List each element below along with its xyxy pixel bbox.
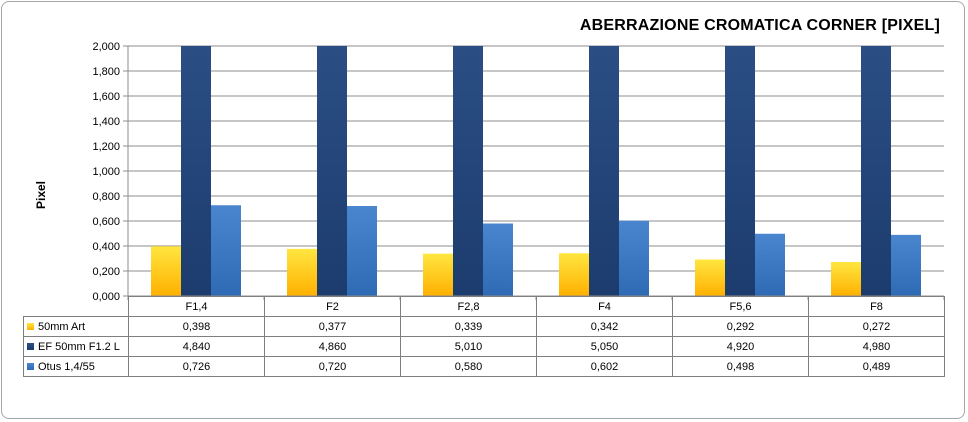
data-label: 0,489 [808,356,945,377]
legend-key-icon [27,342,34,350]
bars [151,46,921,296]
x-tick-label: F2 [264,296,401,317]
data-label: 4,920 [672,336,809,357]
legend-label: EF 50mm F1.2 L [38,340,120,353]
x-tick-label: F5,6 [672,296,809,317]
data-label: 0,580 [400,356,537,377]
table-header-row: F1,4 F2 F2,8 F4 F5,6 F8 [23,296,945,317]
bar-ef [181,46,211,296]
data-label: 4,860 [264,336,401,357]
data-label: 0,602 [536,356,673,377]
bar-ef [453,46,483,296]
data-label: 0,398 [128,316,265,337]
y-tick-label: 1,400 [92,116,120,128]
x-tick-label: F1,4 [128,296,265,317]
table-row: Otus 1,4/55 0,726 0,720 0,580 0,602 0,498 0,48… [23,356,945,377]
y-tick-label: 0,800 [92,191,120,203]
x-tick-label: F2,8 [400,296,537,317]
legend-label: Otus 1,4/55 [38,360,95,373]
data-label: 5,050 [536,336,673,357]
data-label: 0,272 [808,316,945,337]
bar-art [831,262,861,296]
y-tick-label: 1,000 [92,166,120,178]
bar-otus [347,206,377,296]
y-tick-label: 1,200 [92,141,120,153]
y-tick-label: 2,000 [92,41,120,53]
y-tick-label: 0,400 [92,241,120,253]
x-tick-label: F4 [536,296,673,317]
data-label: 0,292 [672,316,809,337]
bar-art [695,259,725,296]
data-label: 4,980 [808,336,945,357]
y-tick-label: 0,600 [92,216,120,228]
legend-entry: 50mm Art [23,316,129,337]
bar-otus [619,220,649,296]
y-tick-label: 1,600 [92,91,120,103]
bar-otus [755,233,785,296]
bar-ef [861,46,891,296]
legend-key-icon [27,322,34,330]
data-label: 0,339 [400,316,537,337]
bar-art [559,253,589,296]
bar-ef [589,46,619,296]
table-row: 50mm Art 0,398 0,377 0,339 0,342 0,292 0,272 [23,316,945,337]
legend-label: 50mm Art [38,320,86,333]
legend-key-icon [27,362,34,370]
bar-otus [211,205,241,296]
data-label: 5,010 [400,336,537,357]
bar-ef [317,46,347,296]
bar-otus [483,223,513,296]
bar-art [151,246,181,296]
data-label: 0,498 [672,356,809,377]
bar-otus [891,234,921,296]
bar-art [287,248,317,296]
bar-ef [725,46,755,296]
data-label: 0,377 [264,316,401,337]
data-label: 0,342 [536,316,673,337]
gridlines [128,45,944,297]
x-tick-label: F8 [808,296,945,317]
data-label: 0,720 [264,356,401,377]
bar-art [423,253,453,296]
legend-entry: Otus 1,4/55 [23,356,129,377]
y-tick-label: 0,200 [92,266,120,278]
legend-entry: EF 50mm F1.2 L [23,336,129,357]
table-row: EF 50mm F1.2 L 4,840 4,860 5,010 5,050 4,920 4… [23,336,945,357]
data-label: 0,726 [128,356,265,377]
chart-title: ABERRAZIONE CROMATICA CORNER [PIXEL] [579,17,940,34]
y-tick-label: 1,800 [92,66,120,78]
table-corner [23,296,129,317]
data-table: F1,4 F2 F2,8 F4 F5,6 F8 50mm Art 0,398 0,377 0,33… [23,296,945,377]
data-label: 4,840 [128,336,265,357]
y-axis-ticks: 0,0000,2000,4000,6000,8001,0001,2001,400… [92,41,945,303]
